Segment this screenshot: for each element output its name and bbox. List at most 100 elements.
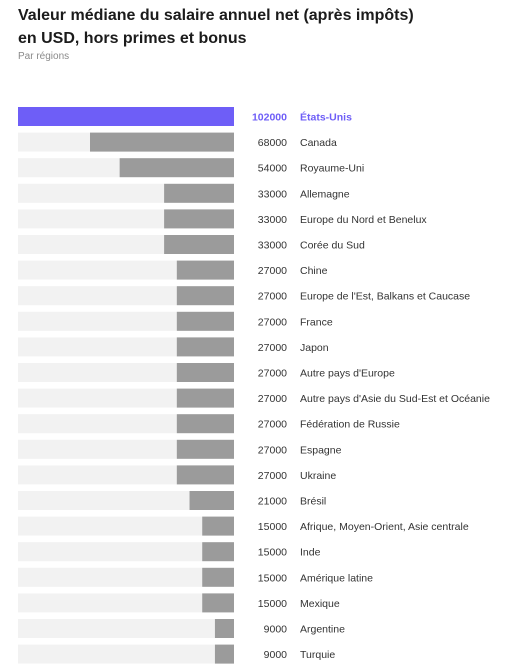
bar (202, 516, 234, 536)
bar-row: 27000 Espagne (18, 439, 342, 459)
bar-row: 21000 Brésil (18, 491, 326, 510)
bar-row: 33000 Allemagne (18, 183, 350, 203)
bar-row: 27000 Autre pays d'Asie du Sud-Est et Océ… (18, 388, 490, 408)
bar (176, 388, 234, 408)
category-label: Allemagne (300, 188, 350, 200)
bar-row: 27000 Chine (18, 260, 328, 280)
bar-row: 15000 Inde (18, 542, 321, 562)
bar (176, 363, 234, 382)
bar-row: 9000 Argentine (18, 619, 345, 638)
bar (189, 491, 234, 510)
bar-row: 27000 Fédération de Russie (18, 414, 400, 434)
bar-row: 27000 France (18, 311, 333, 331)
bar-value-label: 15000 (258, 521, 287, 533)
bar-value-label: 15000 (258, 572, 287, 584)
category-label: Argentine (300, 624, 345, 636)
bar-row: 15000 Amérique latine (18, 567, 373, 587)
category-label: France (300, 316, 333, 328)
bar-value-label: 27000 (258, 342, 287, 354)
bar-track (18, 491, 234, 510)
category-label: Brésil (300, 496, 326, 508)
chart-title-line-2: en USD, hors primes et bonus (18, 30, 247, 47)
bar (176, 311, 234, 331)
bar-row: 27000 Autre pays d'Europe (18, 363, 395, 382)
bar (176, 260, 234, 280)
chart-title-line-1: Valeur médiane du salaire annuel net (ap… (18, 7, 414, 24)
bar (202, 567, 234, 587)
category-label: Corée du Sud (300, 240, 365, 252)
bar-value-label: 33000 (258, 214, 287, 226)
bar-value-label: 15000 (258, 598, 287, 610)
category-label: Turquie (300, 649, 335, 661)
bar-row: 27000 Europe de l'Est, Balkans et Caucase (18, 286, 470, 306)
bar-track (18, 619, 234, 638)
bar-value-label: 27000 (258, 368, 287, 380)
bar-value-label: 68000 (258, 137, 287, 149)
category-label: Chine (300, 265, 328, 277)
bar-value-label: 21000 (258, 496, 287, 508)
category-label: Inde (300, 547, 321, 559)
bar-value-label: 27000 (258, 444, 287, 456)
bar (176, 337, 234, 357)
bar-value-label: 33000 (258, 188, 287, 200)
category-label: Royaume-Uni (300, 163, 364, 175)
bar (90, 132, 234, 152)
bar-track (18, 593, 234, 613)
category-label: Autre pays d'Asie du Sud-Est et Océanie (300, 393, 490, 405)
bar (176, 439, 234, 459)
category-label: Canada (300, 137, 337, 149)
category-label: Europe du Nord et Benelux (300, 214, 427, 226)
category-label: Fédération de Russie (300, 419, 400, 431)
category-label: États-Unis (300, 111, 352, 124)
bar (119, 158, 234, 178)
bar (164, 235, 234, 254)
bar (18, 107, 234, 126)
bar-value-label: 102000 (252, 112, 287, 124)
category-label: Europe de l'Est, Balkans et Caucase (300, 291, 470, 303)
bar (164, 209, 234, 229)
category-label: Espagne (300, 444, 342, 456)
bar (176, 465, 234, 485)
bar-value-label: 15000 (258, 547, 287, 559)
bar-row: 27000 Japon (18, 337, 329, 357)
category-label: Autre pays d'Europe (300, 368, 395, 380)
bar (176, 414, 234, 434)
bar (214, 644, 234, 664)
bar-value-label: 27000 (258, 265, 287, 277)
bar (176, 286, 234, 306)
bar-row: 15000 Mexique (18, 593, 340, 613)
bar-row: 33000 Europe du Nord et Benelux (18, 209, 427, 229)
bar-track (18, 516, 234, 536)
bar-value-label: 9000 (264, 649, 288, 661)
bar-value-label: 27000 (258, 419, 287, 431)
bar-row: 27000 Ukraine (18, 465, 336, 485)
bar-row: 9000 Turquie (18, 644, 335, 664)
category-label: Afrique, Moyen-Orient, Asie centrale (300, 521, 469, 533)
bar-track (18, 567, 234, 587)
chart-title: Valeur médiane du salaire annuel net (ap… (18, 4, 498, 50)
bar-row: 102000 États-Unis (18, 107, 352, 126)
bar-row: 68000 Canada (18, 132, 337, 152)
bar-value-label: 27000 (258, 291, 287, 303)
category-label: Mexique (300, 598, 340, 610)
bar-value-label: 54000 (258, 163, 287, 175)
bar-value-label: 27000 (258, 393, 287, 405)
category-label: Amérique latine (300, 572, 373, 584)
bar-value-label: 9000 (264, 624, 288, 636)
bar (202, 542, 234, 562)
bar-row: 33000 Corée du Sud (18, 235, 365, 254)
bar-row: 15000 Afrique, Moyen-Orient, Asie central… (18, 516, 469, 536)
bar-value-label: 27000 (258, 316, 287, 328)
bar (214, 619, 234, 638)
bar-track (18, 542, 234, 562)
bar-row: 54000 Royaume-Uni (18, 158, 364, 178)
category-label: Japon (300, 342, 329, 354)
chart-subtitle: Par régions (18, 51, 70, 62)
bar (164, 183, 234, 203)
bar (202, 593, 234, 613)
category-label: Ukraine (300, 470, 336, 482)
bar-value-label: 33000 (258, 240, 287, 252)
bar-value-label: 27000 (258, 470, 287, 482)
bar-track (18, 644, 234, 664)
